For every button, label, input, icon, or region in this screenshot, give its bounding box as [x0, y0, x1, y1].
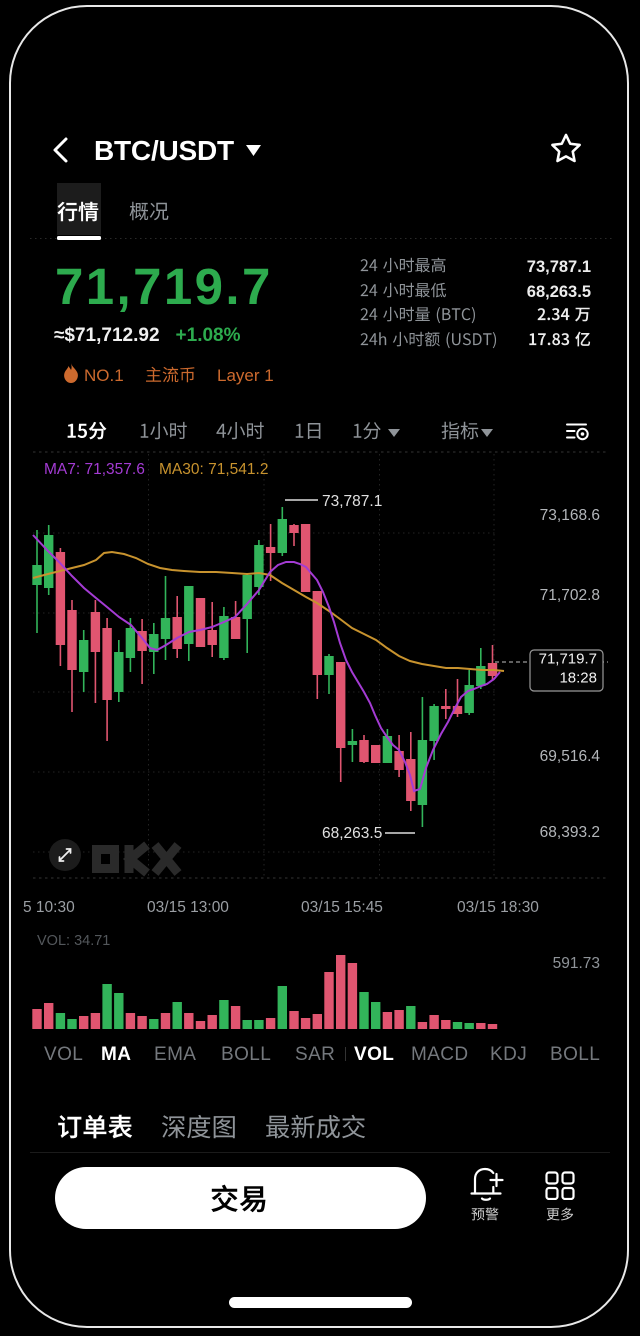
svg-text:73,787.1: 73,787.1 — [322, 493, 382, 510]
svg-text:03/15 13:00: 03/15 13:00 — [147, 899, 229, 916]
svg-text:71,702.8: 71,702.8 — [540, 587, 600, 604]
svg-text:03/15 15:45: 03/15 15:45 — [301, 899, 383, 916]
svg-text:68,393.2: 68,393.2 — [540, 824, 600, 841]
svg-text:03/15 18:30: 03/15 18:30 — [457, 899, 539, 916]
svg-text:68,263.5: 68,263.5 — [322, 825, 382, 842]
svg-text:MA7: 71,357.6: MA7: 71,357.6 — [44, 461, 145, 478]
svg-text:18:28: 18:28 — [559, 670, 597, 687]
svg-text:591.73: 591.73 — [553, 955, 600, 972]
svg-text:5 10:30: 5 10:30 — [23, 899, 75, 916]
svg-text:VOL: 34.71: VOL: 34.71 — [37, 933, 110, 949]
svg-text:71,719.7: 71,719.7 — [539, 651, 597, 668]
svg-text:MA30: 71,541.2: MA30: 71,541.2 — [159, 461, 268, 478]
svg-text:69,516.4: 69,516.4 — [540, 748, 601, 765]
svg-text:73,168.6: 73,168.6 — [540, 507, 600, 524]
